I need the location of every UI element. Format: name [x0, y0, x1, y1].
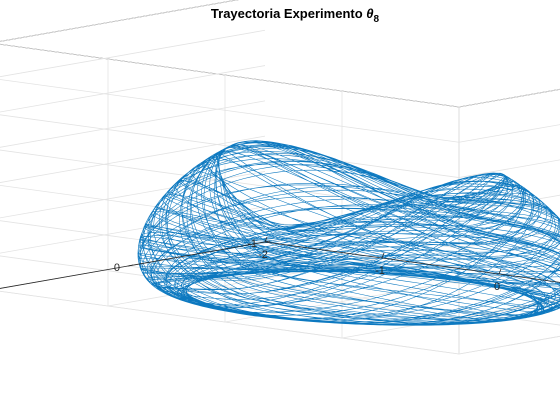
y-tick	[264, 240, 271, 243]
grid-line-z	[0, 135, 266, 183]
trajectory-line	[137, 140, 560, 326]
trajectory-series	[137, 140, 560, 326]
back-edge	[458, 88, 560, 108]
x-tick	[264, 236, 268, 243]
grid-line-z	[0, 79, 460, 143]
x-tick	[381, 252, 385, 259]
tick-labels: -1-0.500.511.522.5-2-1012-101	[114, 238, 500, 293]
x-tick-label: -1	[375, 265, 385, 277]
x-tick-label: 0	[494, 281, 500, 293]
y-tick-label: 0	[114, 262, 120, 274]
grid-line-y	[0, 290, 460, 355]
x-tick	[498, 268, 502, 275]
grid-line-z	[0, 171, 266, 219]
y-tick	[127, 264, 134, 267]
y-tick-label: -1	[247, 238, 257, 250]
grid-line-x	[458, 335, 560, 355]
grid-line-z	[0, 0, 239, 42]
grid-line-z	[0, 100, 266, 148]
grid-line-z	[458, 124, 560, 143]
x-tick-label: -2	[258, 249, 268, 261]
grid-line-z	[0, 29, 266, 78]
grid-line-z	[458, 88, 560, 108]
grid-line-z	[458, 159, 560, 178]
axes-front-lines	[0, 236, 560, 289]
grid-line-z	[458, 230, 560, 249]
grid-line-z	[458, 300, 560, 320]
grid-line-z	[458, 194, 560, 214]
grid-line-z	[0, 65, 266, 113]
grid-line-z	[0, 114, 460, 178]
chart-title: Trayectoria Experimento θ8	[211, 6, 380, 25]
grid-line-z	[0, 43, 460, 108]
